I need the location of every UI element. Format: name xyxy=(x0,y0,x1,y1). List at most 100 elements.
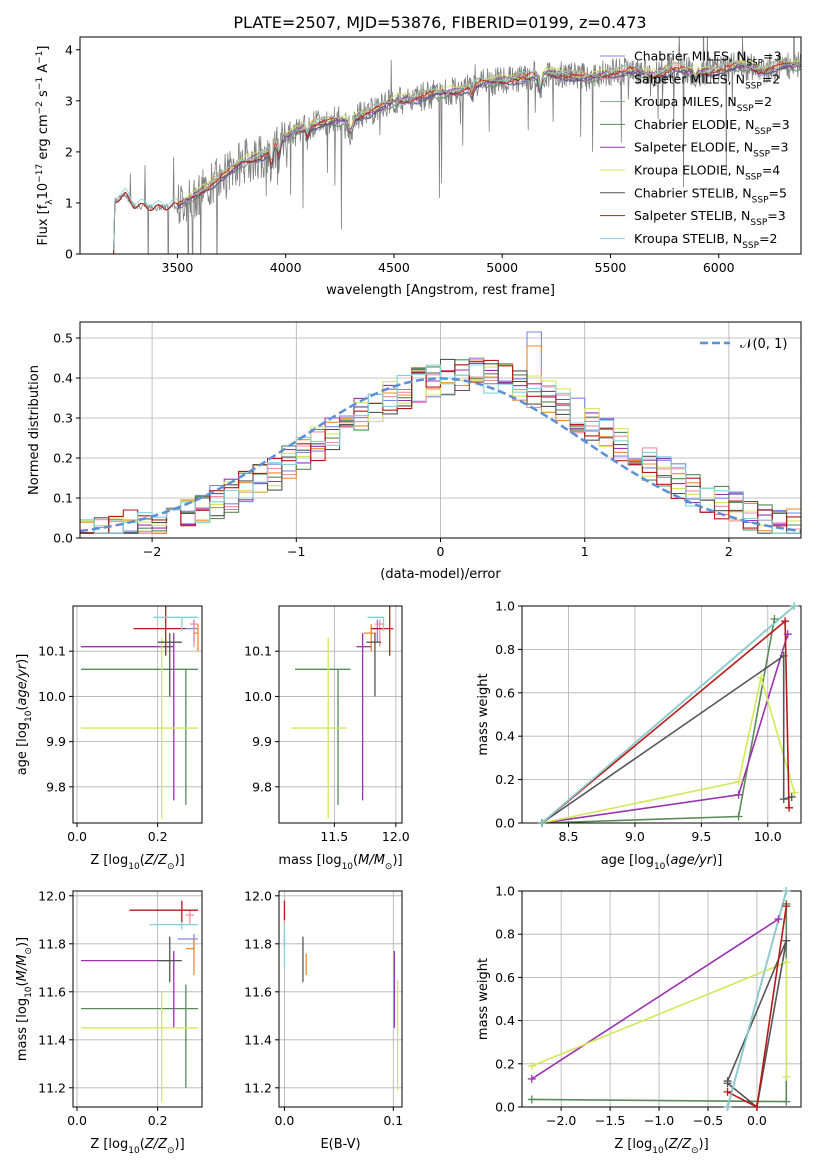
x-tick-label: −0.5 xyxy=(693,1113,723,1128)
x-tick-label: 0.2 xyxy=(148,829,168,844)
plot-area xyxy=(541,606,796,823)
weight-line xyxy=(726,891,788,1107)
y-tick-label: 0.4 xyxy=(495,729,515,744)
x-tick-label: 3500 xyxy=(162,260,194,275)
residual-histogram xyxy=(80,364,801,534)
residual-histogram xyxy=(80,364,801,534)
y-tick-label: 0.0 xyxy=(495,1100,515,1115)
weight-marker xyxy=(774,915,783,924)
errorbar-point xyxy=(157,633,182,697)
legend-entry: Chabrier ELODIE, NSSP=3 xyxy=(634,117,790,137)
errorbar-point xyxy=(81,668,198,805)
errorbar-point xyxy=(185,939,195,975)
weight-marker xyxy=(785,803,794,812)
errorbar-point xyxy=(294,668,351,805)
weight-line xyxy=(531,918,779,1080)
x-axis-label: E(B-V) xyxy=(320,1137,360,1152)
weight-marker xyxy=(527,1061,536,1070)
x-axis-label: (data-model)/error xyxy=(380,567,501,582)
weight-marker xyxy=(734,790,743,799)
normal-curve xyxy=(80,377,801,533)
y-tick-label: 0.6 xyxy=(495,970,515,985)
model-spectrum xyxy=(113,66,801,254)
y-tick-label: 11.8 xyxy=(244,936,272,951)
legend-entry: Salpeter STELIB, NSSP=3 xyxy=(634,208,786,228)
errorbar-point xyxy=(371,619,384,643)
x-tick-label: 2 xyxy=(725,544,733,559)
y-tick-label: 12.0 xyxy=(38,888,66,903)
y-axis-label: Flux [fλ10−17 erg cm−2 s−1 A−1] xyxy=(35,46,55,246)
plot-area xyxy=(80,331,801,534)
y-axis-label: Normed distribution xyxy=(27,365,42,495)
chart-spectrum: 3500 4000 4500 5000 5500 6000 0 1 2 3 4 wavelength … xyxy=(35,36,802,298)
weight-marker xyxy=(734,777,743,786)
weight-marker xyxy=(723,1077,732,1086)
y-tick-label: 0.2 xyxy=(495,772,515,787)
errorbar-point xyxy=(149,922,198,930)
y-tick-label: 11.4 xyxy=(38,1032,66,1047)
x-tick-label: 4500 xyxy=(378,260,410,275)
x-tick-label: 5000 xyxy=(486,260,518,275)
chart-Z_vs_mass: 0.0 0.2 11.2 11.4 11.6 11.8 12.0 Z [log10(Z/Z⊙)… xyxy=(15,888,203,1156)
legend-entry: Kroupa STELIB, NSSP=2 xyxy=(634,231,778,251)
x-tick-label: 0.0 xyxy=(67,1113,87,1128)
errorbar-point xyxy=(356,633,372,801)
y-tick-label: 9.8 xyxy=(46,779,66,794)
x-tick-label: 0.2 xyxy=(148,1113,168,1128)
legend-entry: Salpeter ELODIE, NSSP=3 xyxy=(634,140,788,160)
y-tick-label: 2 xyxy=(65,144,73,159)
x-tick-label: 5500 xyxy=(595,260,627,275)
weight-marker xyxy=(782,887,791,895)
y-tick-label: 9.9 xyxy=(252,734,272,749)
x-tick-label: 0.0 xyxy=(67,829,87,844)
legend-entry: Salpeter MILES, NSSP=2 xyxy=(634,71,780,91)
x-axis-label: Z [log10(Z/Z⊙)] xyxy=(614,1137,708,1156)
weight-marker xyxy=(782,958,791,967)
errorbar-point xyxy=(157,936,182,983)
y-tick-label: 1.0 xyxy=(495,599,515,614)
y-tick-label: 0.6 xyxy=(495,685,515,700)
plot-area xyxy=(81,900,198,1103)
errorbar-point xyxy=(177,934,198,949)
chart-ebv_vs_mass: 0.0 0.1 11.2 11.4 11.6 11.8 12.0 E(B-V) xyxy=(244,888,403,1152)
legend-entry: Kroupa ELODIE, NSSP=4 xyxy=(634,163,780,183)
weight-marker xyxy=(757,673,766,682)
y-tick-label: 0.8 xyxy=(495,642,515,657)
errorbar-point xyxy=(81,984,198,1088)
y-tick-label: 3 xyxy=(65,93,73,108)
weight-marker xyxy=(723,1087,732,1096)
y-tick-label: 11.2 xyxy=(244,1080,272,1095)
y-tick-label: 11.6 xyxy=(244,984,272,999)
y-axis-label: mass weight xyxy=(476,673,491,755)
y-tick-label: 12.0 xyxy=(244,888,272,903)
y-tick-label: 9.9 xyxy=(46,734,66,749)
y-tick-label: 10.1 xyxy=(244,644,272,659)
plot-area xyxy=(291,606,394,819)
y-tick-label: 10.0 xyxy=(244,689,272,704)
errorbar-point xyxy=(81,637,198,819)
x-tick-label: 8.5 xyxy=(559,829,579,844)
x-axis-label: wavelength [Angstrom, rest frame] xyxy=(326,283,555,298)
errorbar-point xyxy=(366,633,382,697)
weight-marker xyxy=(781,617,790,626)
y-tick-label: 0 xyxy=(65,247,73,262)
errorbar-point xyxy=(129,900,198,923)
y-tick-label: 10.0 xyxy=(38,689,66,704)
y-tick-label: 11.4 xyxy=(244,1032,272,1047)
y-tick-label: 10.1 xyxy=(38,644,66,659)
x-tick-label: 4000 xyxy=(270,260,302,275)
weight-line xyxy=(726,940,788,1107)
axes-frame xyxy=(79,36,802,255)
y-tick-label: 0.5 xyxy=(53,331,73,346)
y-tick-label: 0.3 xyxy=(53,411,73,426)
x-tick-label: 0 xyxy=(437,544,445,559)
y-tick-label: 11.2 xyxy=(38,1080,66,1095)
y-tick-label: 0.8 xyxy=(495,927,515,942)
x-tick-label: 9.0 xyxy=(625,829,645,844)
errorbar-point xyxy=(193,624,199,652)
y-tick-label: 4 xyxy=(65,42,73,57)
legend-entry: 𝒩(0, 1) xyxy=(740,337,787,352)
chart-mass_vs_age: 11.5 12.0 9.8 9.9 10.0 10.1 mass [log10(M/M⊙)] xyxy=(244,605,410,872)
figure-title: PLATE=2507, MJD=53876, FIBERID=0199, z=0… xyxy=(233,13,646,32)
